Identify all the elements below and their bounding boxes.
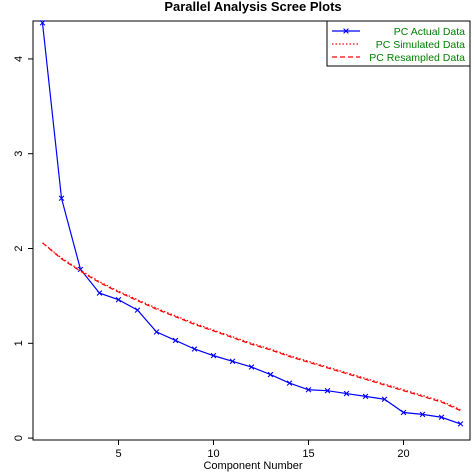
series-line — [41, 22, 461, 425]
plot-frame — [32, 20, 471, 441]
data-point-marker — [267, 371, 274, 378]
data-point-marker — [134, 307, 141, 313]
series-3 — [42, 242, 461, 412]
x-tick-label: 15 — [302, 448, 314, 460]
data-point-marker — [210, 352, 217, 359]
chart-title: Parallel Analysis Scree Plots — [164, 0, 341, 14]
data-point-marker — [362, 393, 369, 400]
legend-marker — [343, 28, 349, 34]
data-point-marker — [343, 390, 350, 397]
series-2 — [42, 242, 461, 411]
legend-label: PC Resampled Data — [369, 52, 465, 64]
y-tick-label: 0 — [13, 435, 25, 441]
data-point-marker — [96, 290, 103, 296]
data-point-marker — [305, 386, 312, 393]
y-tick-label: 1 — [13, 340, 25, 346]
y-tick-label: 2 — [13, 245, 25, 251]
data-point-marker — [419, 411, 426, 418]
data-point-marker — [77, 266, 84, 273]
x-tick-label: 20 — [397, 448, 409, 460]
y-tick-label: 3 — [13, 151, 25, 157]
data-point-marker — [191, 346, 198, 352]
data-point-marker — [229, 358, 236, 365]
series-line — [42, 242, 461, 411]
series-1 — [39, 20, 464, 427]
data-point-marker — [400, 409, 407, 416]
legend-label: PC Actual Data — [394, 26, 465, 38]
data-point-marker — [457, 421, 464, 427]
legend-label: PC Simulated Data — [376, 39, 465, 51]
data-point-marker — [381, 396, 388, 403]
series-layer — [39, 20, 464, 427]
data-point-marker — [172, 337, 179, 344]
y-tick-label: 4 — [13, 56, 25, 62]
data-point-marker — [438, 414, 445, 421]
data-point-marker — [39, 20, 46, 26]
x-tick-label: 5 — [115, 448, 121, 460]
data-point-marker — [58, 195, 65, 202]
axes: 5 10 15 20 0 1 2 3 4 — [13, 56, 410, 460]
data-point-marker — [324, 387, 331, 394]
data-point-marker — [286, 380, 293, 386]
data-point-marker — [248, 364, 255, 370]
series-line — [42, 242, 461, 412]
data-point-marker — [115, 296, 122, 303]
x-tick-label: 10 — [207, 448, 219, 460]
data-point-marker — [153, 329, 160, 335]
x-axis-label: Component Number — [203, 460, 302, 472]
